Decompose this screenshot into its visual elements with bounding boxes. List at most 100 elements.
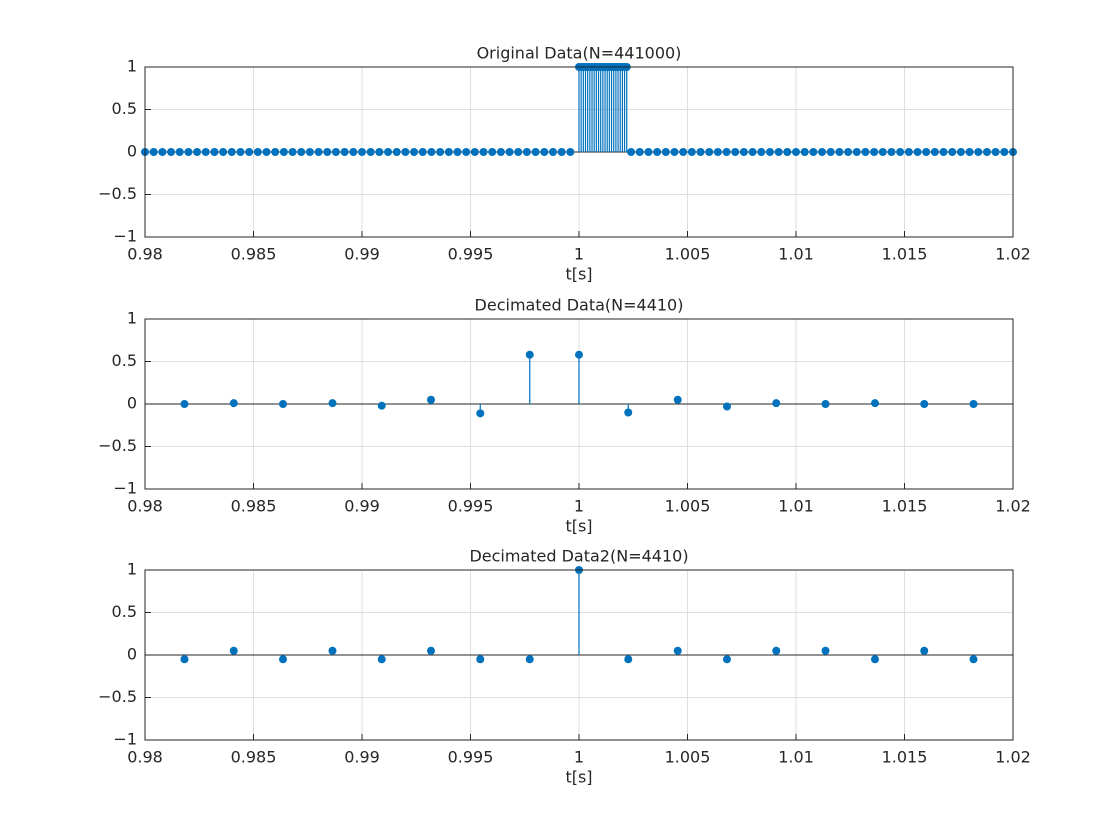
x-tick-label: 0.98	[127, 497, 163, 516]
stem-marker	[673, 646, 682, 655]
stem-marker	[201, 148, 210, 156]
stem-marker	[219, 148, 228, 156]
y-tick-label: −1	[113, 479, 137, 498]
stem-marker	[427, 646, 436, 655]
x-tick-label: 0.99	[344, 497, 380, 516]
stem-marker	[279, 655, 288, 664]
stem-marker	[922, 148, 931, 156]
stem-marker	[939, 148, 948, 156]
stem-marker	[384, 148, 393, 156]
stem-marker	[818, 148, 827, 156]
stem-marker	[227, 148, 236, 156]
x-tick-label: 1.015	[882, 497, 928, 516]
stem-marker	[462, 148, 471, 156]
x-tick-label: 1.015	[882, 748, 928, 767]
stem-marker	[713, 148, 722, 156]
x-tick-label: 0.985	[231, 497, 277, 516]
stem-marker	[479, 148, 488, 156]
stem-marker	[792, 148, 800, 156]
stem-marker	[328, 399, 337, 408]
stem-marker	[557, 148, 566, 156]
y-tick-label: 1	[127, 57, 137, 76]
x-axis-label: t[s]	[565, 265, 592, 284]
x-tick-label: 0.995	[448, 497, 494, 516]
x-axis-label: t[s]	[565, 517, 592, 536]
x-tick-label: 1.02	[995, 245, 1031, 264]
stem-marker	[377, 655, 386, 664]
x-tick-label: 0.995	[448, 748, 494, 767]
stem-marker	[844, 148, 853, 156]
stem-marker	[210, 148, 219, 156]
x-tick-label: 1.005	[665, 245, 711, 264]
stem-marker	[444, 148, 453, 156]
stem-marker	[852, 148, 861, 156]
stem-marker	[279, 400, 288, 408]
stem-marker	[624, 655, 633, 664]
stem-marker	[288, 148, 297, 156]
stem-marker	[653, 148, 662, 156]
stem-marker	[722, 148, 731, 156]
stem-marker	[920, 400, 929, 408]
stem-marker	[401, 148, 410, 156]
stem-marker	[670, 148, 679, 156]
stem-marker	[772, 646, 781, 655]
subplot-title: Decimated Data2(N=4410)	[469, 547, 688, 566]
stem-marker	[904, 148, 913, 156]
stem-marker	[969, 655, 978, 664]
stem-marker	[739, 148, 748, 156]
stem-marker	[522, 148, 531, 156]
stem-marker	[722, 402, 731, 411]
y-tick-label: 1	[127, 309, 137, 328]
y-tick-label: 1	[127, 560, 137, 579]
stem-marker	[635, 148, 644, 156]
stem-marker	[821, 400, 830, 408]
stem-marker	[861, 148, 870, 156]
x-tick-label: 1.005	[665, 497, 711, 516]
stem-marker	[525, 655, 534, 664]
stem-marker	[158, 148, 167, 156]
stem-marker	[870, 655, 879, 664]
x-tick-label: 1.02	[995, 497, 1031, 516]
stem-marker	[540, 148, 549, 156]
x-tick-label: 1	[574, 748, 584, 767]
stem-marker	[262, 148, 271, 156]
axes-box	[144, 318, 1014, 490]
stem-marker	[297, 148, 306, 156]
stem-marker	[525, 350, 534, 359]
stem-marker	[765, 148, 774, 156]
stem-marker	[821, 646, 830, 655]
stem-marker	[236, 148, 245, 156]
stem-marker	[470, 148, 479, 156]
stem-marker	[956, 148, 965, 156]
stem-marker	[496, 148, 505, 156]
stem-marker	[991, 148, 1000, 156]
stem-marker	[974, 148, 983, 156]
y-tick-label: 0	[127, 645, 137, 664]
y-tick-label: −1	[113, 730, 137, 749]
stem-marker	[328, 646, 337, 655]
stem-marker	[920, 646, 929, 655]
stem-marker	[870, 148, 879, 156]
stem-marker	[229, 399, 238, 408]
stem-marker	[427, 395, 436, 404]
stem-marker	[661, 148, 670, 156]
stem-marker	[826, 148, 835, 156]
x-tick-label: 0.98	[127, 245, 163, 264]
x-axis-label: t[s]	[565, 768, 592, 787]
stem-marker	[627, 148, 636, 156]
stem-marker	[418, 148, 427, 156]
stem-marker	[772, 399, 781, 408]
stem-marker	[531, 148, 540, 156]
stem-marker	[476, 409, 485, 418]
stem-marker	[323, 148, 332, 156]
x-tick-label: 1.005	[665, 748, 711, 767]
x-tick-label: 1.01	[778, 245, 814, 264]
x-tick-label: 0.985	[231, 245, 277, 264]
stem-marker	[774, 148, 783, 156]
stem-marker	[913, 148, 922, 156]
stem-marker	[783, 148, 792, 156]
x-tick-label: 0.98	[127, 748, 163, 767]
stem-marker	[184, 148, 193, 156]
stem-marker	[948, 148, 957, 156]
